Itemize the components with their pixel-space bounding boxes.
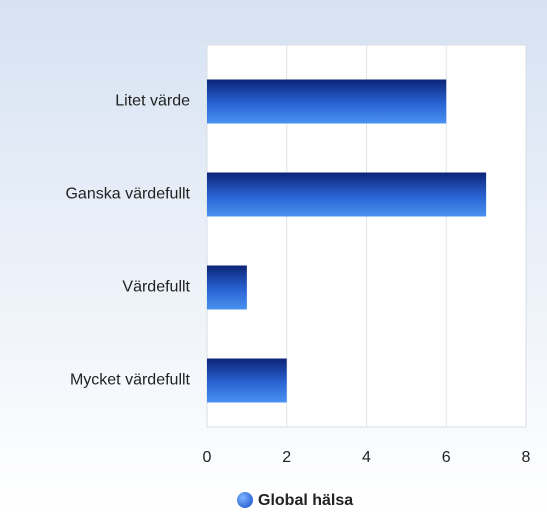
bar <box>207 79 447 124</box>
bar <box>207 358 287 403</box>
legend-label: Global hälsa <box>258 492 353 509</box>
bar <box>207 172 487 217</box>
x-tick-label: 4 <box>362 449 371 466</box>
y-tick-label: Mycket värdefullt <box>70 372 191 389</box>
x-tick-label: 0 <box>203 449 212 466</box>
x-tick-label: 6 <box>442 449 451 466</box>
legend-marker <box>237 492 253 508</box>
x-tick-label: 2 <box>282 449 291 466</box>
y-tick-label: Värdefullt <box>122 279 190 296</box>
bar <box>207 265 247 310</box>
y-tick-label: Litet värde <box>115 93 190 110</box>
y-tick-label: Ganska värdefullt <box>65 186 190 203</box>
x-tick-label: 8 <box>522 449 531 466</box>
